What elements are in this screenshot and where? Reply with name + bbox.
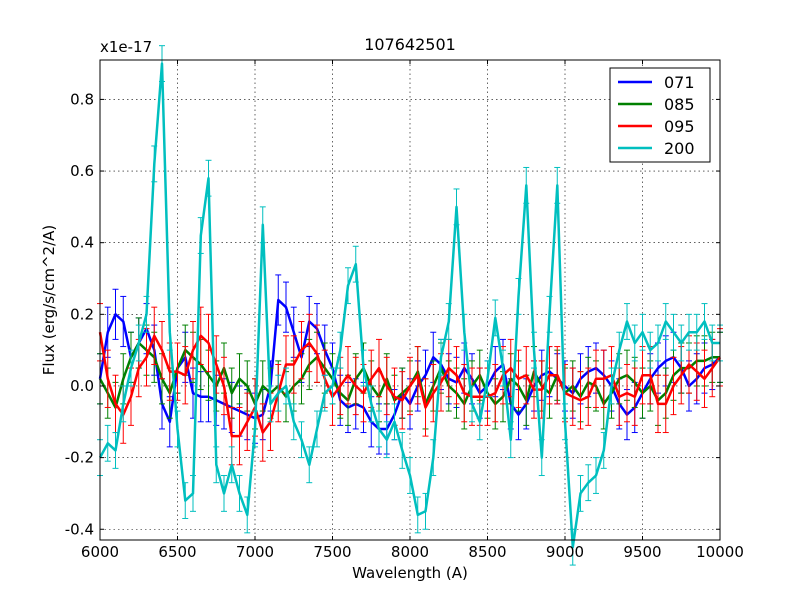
x-tick-label: 8000 [391, 543, 429, 561]
series-line-200 [98, 62, 720, 549]
x-tick-label: 7500 [313, 543, 351, 561]
legend-label-095: 095 [664, 117, 695, 136]
x-tick-label: 6500 [158, 543, 196, 561]
legend-label-200: 200 [664, 139, 695, 158]
legend-label-085: 085 [664, 95, 695, 114]
y-tick-label: 0.2 [70, 305, 94, 323]
grid [100, 60, 720, 540]
y-tick-label: -0.2 [65, 449, 94, 467]
chart-title: 107642501 [364, 35, 456, 54]
x-tick-label: 7000 [236, 543, 274, 561]
y-tick-label: 0.6 [70, 162, 94, 180]
y-tick-label: -0.4 [65, 520, 94, 538]
axis-ticks: 6000 6500 7000 7500 8000 8500 9000 9500 10000 -0.… [65, 60, 744, 561]
x-tick-label: 9500 [623, 543, 661, 561]
y-tick-label: 0.0 [70, 377, 94, 395]
plot-series [97, 45, 723, 566]
series-095 [97, 303, 723, 466]
legend-box [609, 67, 711, 163]
x-tick-label: 10000 [696, 543, 744, 561]
y-offset-label: x1e-17 [100, 38, 152, 56]
y-axis-label: Flux (erg/s/cm^2/A) [40, 225, 58, 376]
x-axis-label: Wavelength (A) [352, 564, 468, 582]
legend-label-071: 071 [664, 73, 695, 92]
series-line-095 [98, 331, 722, 438]
y-tick-label: 0.8 [70, 90, 94, 108]
y-tick-label: 0.4 [70, 234, 94, 252]
x-tick-label: 6000 [81, 543, 119, 561]
x-tick-label: 8500 [468, 543, 506, 561]
legend: 071 085 095 200 [609, 67, 711, 163]
x-tick-label: 9000 [546, 543, 584, 561]
